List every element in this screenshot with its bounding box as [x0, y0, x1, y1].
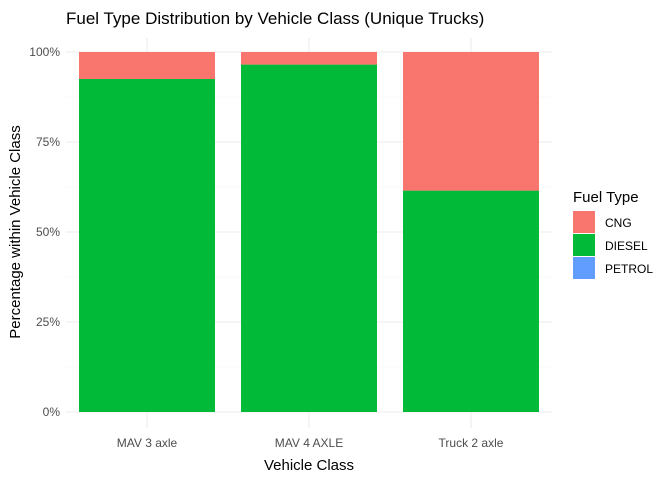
- y-tick-label: 100%: [29, 45, 60, 59]
- legend-key-diesel: [573, 234, 595, 256]
- x-axis-title: Vehicle Class: [264, 457, 354, 474]
- y-tick-label: 0%: [43, 405, 61, 419]
- bar-diesel: [241, 64, 377, 412]
- y-axis-title: Percentage within Vehicle Class: [7, 125, 24, 338]
- legend-label: PETROL: [605, 262, 653, 276]
- x-tick-label: Truck 2 axle: [439, 436, 504, 450]
- bar-cng: [241, 52, 377, 65]
- bar-layer: [79, 52, 539, 412]
- legend-title: Fuel Type: [573, 189, 639, 206]
- y-tick-label: 50%: [36, 225, 60, 239]
- y-tick-label: 75%: [36, 135, 60, 149]
- y-axis-ticks: 0% 25% 50% 75% 100%: [29, 45, 60, 419]
- legend-label: CNG: [605, 216, 632, 230]
- legend-key-cng: [573, 211, 595, 233]
- bar-diesel: [403, 190, 539, 412]
- x-axis-ticks: MAV 3 axle MAV 4 AXLE Truck 2 axle: [117, 436, 504, 450]
- x-tick-label: MAV 4 AXLE: [275, 436, 343, 450]
- legend-key-petrol: [573, 257, 595, 279]
- bar-diesel: [79, 79, 215, 412]
- chart-title: Fuel Type Distribution by Vehicle Class …: [66, 9, 484, 28]
- legend-label: DIESEL: [605, 239, 648, 253]
- x-tick-label: MAV 3 axle: [117, 436, 178, 450]
- bar-cng: [403, 52, 539, 191]
- bar-cng: [79, 52, 215, 79]
- legend: Fuel Type CNG DIESEL PETROL: [573, 189, 653, 279]
- y-tick-label: 25%: [36, 315, 60, 329]
